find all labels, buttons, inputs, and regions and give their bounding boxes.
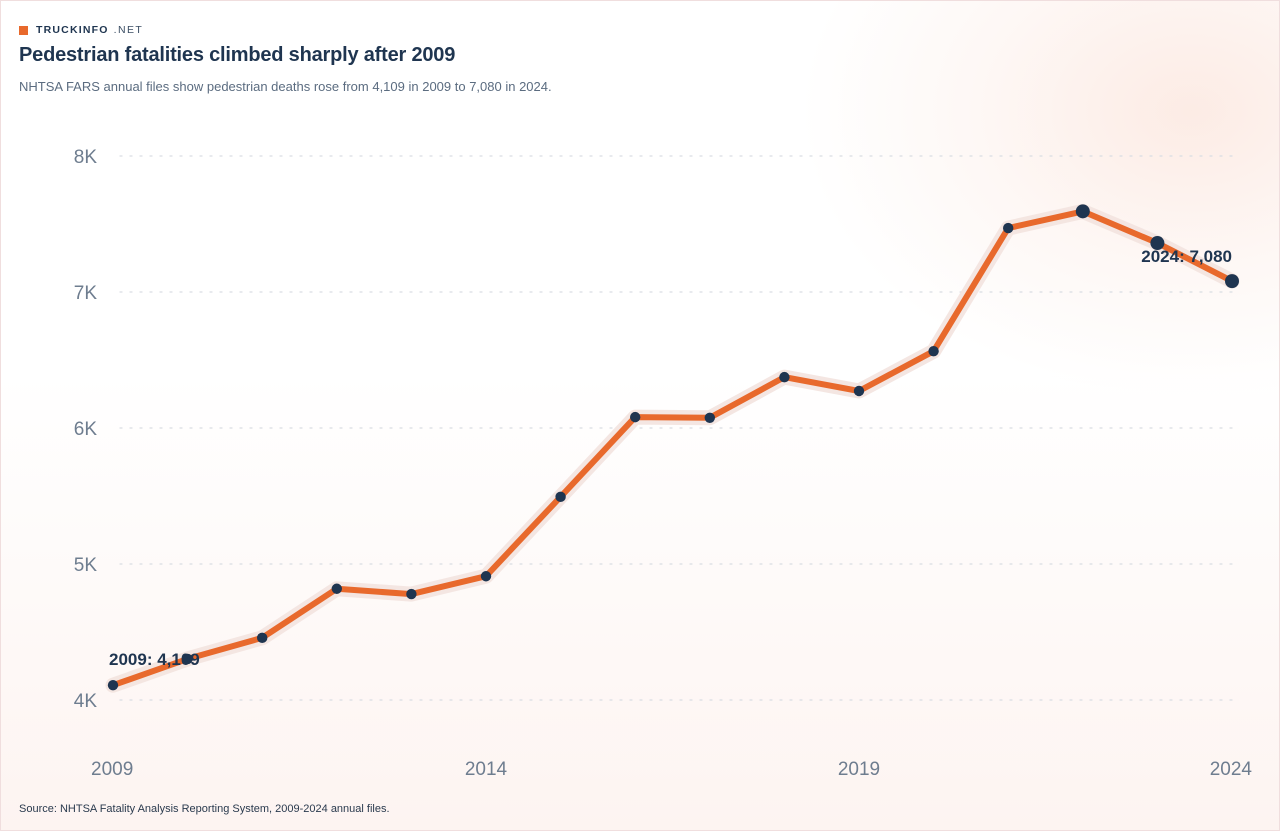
source-note: Source: NHTSA Fatality Analysis Reportin… <box>19 803 390 815</box>
y-tick-label: 4K <box>74 691 98 712</box>
series-halo <box>105 203 1240 693</box>
data-point <box>1150 236 1165 251</box>
y-tick-label: 6K <box>74 419 98 440</box>
data-point <box>853 385 865 397</box>
data-point <box>1075 204 1090 219</box>
point-annotation-label: 2024: 7,080 <box>1141 247 1232 266</box>
data-point <box>331 583 342 594</box>
x-tick-label: 2019 <box>838 759 880 780</box>
data-point <box>107 679 119 691</box>
data-points <box>107 204 1239 691</box>
data-point <box>779 371 790 383</box>
data-point <box>1003 222 1014 234</box>
y-tick-label: 8K <box>74 147 98 168</box>
y-tick-label: 5K <box>74 555 98 576</box>
point-annotation-label: 2009: 4,109 <box>109 650 200 669</box>
data-point <box>704 412 715 423</box>
x-tick-label: 2014 <box>465 759 508 780</box>
brand-name: TRUCKINFO <box>36 24 109 36</box>
data-point <box>406 588 417 600</box>
data-point <box>480 571 492 582</box>
data-point <box>257 632 268 644</box>
brand-suffix: .NET <box>113 24 144 36</box>
brand: TRUCKINFO .NET <box>19 24 143 36</box>
x-tick-label: 2024 <box>1210 759 1253 780</box>
point-annotations: 2009: 4,109 2024: 7,080 <box>109 247 1232 669</box>
brand-mark-icon <box>19 25 28 35</box>
chart-title: Pedestrian fatalities climbed sharply af… <box>19 44 456 66</box>
series-line <box>105 203 1240 693</box>
chart-subtitle: NHTSA FARS annual files show pedestrian … <box>19 79 552 94</box>
x-axis-ticks: 2009 2014 2019 2024 <box>91 759 1252 780</box>
y-axis-ticks: 4K 5K 6K 7K 8K <box>74 147 98 712</box>
series-line-path <box>110 208 1235 689</box>
data-point <box>1225 274 1239 289</box>
y-tick-label: 7K <box>74 283 98 304</box>
data-point <box>555 491 566 503</box>
data-point <box>928 345 939 357</box>
data-point <box>630 411 641 423</box>
x-tick-label: 2009 <box>91 759 133 780</box>
data-point <box>182 653 193 665</box>
